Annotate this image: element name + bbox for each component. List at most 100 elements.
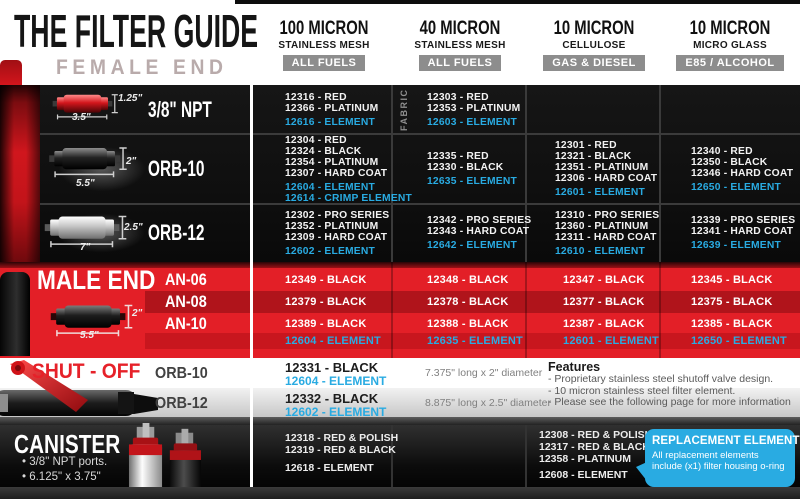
part-number: 12301 - RED [555,140,617,151]
red-filter-photo [0,85,40,262]
part-number: 12308 - RED & POLISH [539,429,653,441]
micron-label: 10 MICRON [689,18,771,39]
canister-title: CANISTER [14,429,121,459]
shutoff-size-orb12: ORB-12 [155,395,208,412]
element-part-number: 12650 - ELEMENT [691,335,787,347]
part-number: 12385 - BLACK [691,317,773,330]
part-number: 12340 - RED [691,145,753,157]
male-end-title: MALE END [37,264,156,295]
part-number: 12321 - BLACK [555,151,632,162]
part-number: 12302 - PRO SERIES [285,209,390,221]
divider [391,85,393,262]
part-number: 12387 - BLACK [563,317,645,330]
part-number: 12351 - PLATINUM [555,162,649,173]
part-number: 12331 - BLACK [285,360,379,375]
element-part-number: 12610 - ELEMENT [555,245,645,257]
feature-item: - 10 micron stainless steel filter eleme… [548,384,736,397]
an-label-08: AN-08 [165,292,207,311]
part-number: 12311 - HARD COAT [555,231,657,243]
element-part-number: 12635 - ELEMENT [427,335,523,347]
part-number: 12318 - RED & POLISH [285,432,399,444]
table-cell: 12302 - PRO SERIES 12352 - PLATINUM 1230… [255,204,393,262]
divider [525,262,527,358]
divider [250,85,253,487]
part-number: 12307 - HARD COAT [285,167,388,179]
micron-label: 100 MICRON [279,18,369,39]
part-number: 12358 - PLATINUM [539,453,631,465]
divider [0,417,800,425]
table-cell: 12318 - RED & POLISH 12319 - RED & BLACK… [255,432,399,474]
part-number: 12360 - PLATINUM [555,220,649,232]
canister-bullet: • 6.125" x 3.75" [22,471,101,483]
feature-item: - Proprietary stainless steel shutoff va… [548,373,774,385]
dimension-height-label: 2" [126,156,137,167]
element-part-number: 12604 - ELEMENT [285,335,381,347]
part-number: 12347 - BLACK [563,274,645,286]
table-cell: 12303 - RED 12353 - PLATINUM 12603 - ELE… [393,85,527,134]
table-cell: 12310 - PRO SERIES 12360 - PLATINUM 1231… [527,204,661,262]
shutoff-valve-photo [0,360,158,416]
callout-body: All replacement elements include (x1) fi… [652,450,785,472]
element-part-number: 12604 - ELEMENT [285,181,375,193]
part-number: 12349 - BLACK [285,274,367,286]
element-part-number: 12602 - ELEMENT [285,245,375,257]
part-number: 12389 - BLACK [285,317,367,330]
canister-bullet: • 3/8" NPT ports. [22,456,108,468]
part-number: 12352 - PLATINUM [285,220,379,232]
callout-notch [636,462,647,481]
divider [659,262,661,358]
part-number: 12330 - BLACK [427,162,504,173]
part-number: 12310 - PRO SERIES [555,209,660,221]
element-part-number: 12603 - ELEMENT [427,116,517,128]
row-stripe [145,291,800,313]
divider [391,425,393,487]
filter-image-npt [52,94,118,120]
media-label: STAINLESS MESH [414,40,506,51]
callout-title: REPLACEMENT ELEMENTS [652,435,800,447]
element-part-number: 12639 - ELEMENT [691,240,781,251]
part-number: 12348 - BLACK [427,274,509,286]
row-label-orb10: ORB-10 [148,156,205,181]
dimension-height-label: 2" [132,308,143,319]
media-label: CELLULOSE [562,40,626,51]
micron-label: 40 MICRON [419,18,501,39]
part-number: 12324 - BLACK [285,145,362,157]
element-part-number: 12601 - ELEMENT [555,187,645,198]
shutoff-dimensions-note: 7.375" long x 2" diameter [425,367,543,379]
part-number: 12316 - RED [285,91,347,103]
part-number: 12317 - RED & BLACK [539,441,650,453]
page-title: THE FILTER GUIDE [14,5,259,57]
fuel-badge: E85 / ALCOHOL [676,55,784,71]
filter-image-male [50,304,133,337]
divider [659,85,661,262]
table-cell: 12316 - RED 12366 - PLATINUM 12616 - ELE… [255,85,393,134]
part-number: 12375 - BLACK [691,296,773,308]
dimension-width-label: 5.5" [76,178,95,189]
part-number: 12304 - RED [285,134,347,146]
filter-image-orb12 [44,215,127,248]
divider [525,425,527,487]
row-label-npt: 3/8" NPT [148,96,212,122]
element-part-number: 12602 - ELEMENT [285,405,387,419]
part-number: 12303 - RED [427,91,489,103]
part-number: 12343 - HARD COAT [427,226,530,237]
divider [40,133,800,135]
part-number: 12332 - BLACK [285,391,379,406]
element-part-number: 12618 - ELEMENT [285,462,374,474]
element-part-number: 12608 - ELEMENT [539,469,628,481]
top-black-strip [235,0,800,4]
part-number: 12378 - BLACK [427,296,509,308]
row-stripe [145,333,800,349]
part-number: 12342 - PRO SERIES [427,215,532,226]
column-header-10-micron-glass: 10 MICRON MICRO GLASS E85 / ALCOHOL [660,18,800,71]
part-number: 12354 - PLATINUM [285,156,379,168]
fuel-badge: ALL FUELS [282,55,366,71]
part-number: 12319 - RED & BLACK [285,444,396,456]
filter-image-orb10 [49,147,127,178]
element-part-number: 12614 - CRIMP ELEMENT [285,192,413,204]
column-header-100-micron: 100 MICRON STAINLESS MESH ALL FUELS [254,18,394,71]
divider [0,262,800,268]
table-cell: 12335 - RED 12330 - BLACK 12635 - ELEMEN… [393,134,527,204]
fuel-badge: GAS & DIESEL [543,55,645,71]
